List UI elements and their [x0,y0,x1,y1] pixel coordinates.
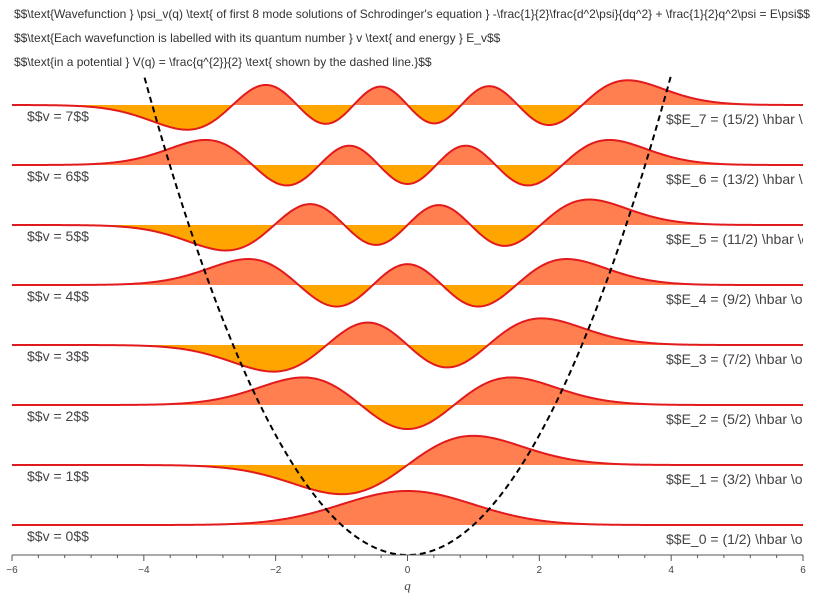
mode-2-wavefunction-line [12,376,803,431]
mode-5-label: $$v = 5$$ [27,228,89,244]
title-line-2: $$\text{Each wavefunction is labelled wi… [14,31,501,45]
mode-6-negative-area [12,165,803,186]
mode-4-label: $$v = 4$$ [27,288,89,304]
mode-1-positive-area [12,435,803,465]
mode-3-negative-area [12,345,803,372]
mode-6-label: $$v = 6$$ [27,168,89,184]
mode-2-energy-label: $$E_2 = (5/2) \hbar \omega$$ [666,411,833,427]
x-axis-label: q [404,578,411,593]
x-tick-label: −6 [6,565,18,576]
mode-6-wavefunction-line [12,138,803,187]
potential-curve [142,75,673,555]
x-tick-label: 0 [405,565,411,576]
title-line-3: $$\text{in a potential } V(q) = \frac{q^… [14,55,432,69]
mode-4-wavefunction-line [12,258,803,308]
mode-6-energy-label: $$E_6 = (13/2) \hbar \omega$$ [666,171,833,187]
x-axis: −6 −4 −2 0 2 4 6 q [6,554,806,593]
mode-7-wavefunction-line [12,79,803,131]
mode-1-energy-label: $$E_1 = (3/2) \hbar \omega$$ [666,471,833,487]
mode-4-energy-label: $$E_4 = (9/2) \hbar \omega$$ [666,291,833,307]
mode-3-energy-label: $$E_3 = (7/2) \hbar \omega$$ [666,351,833,367]
mode-0-energy-label: $$E_0 = (1/2) \hbar \omega$$ [666,531,833,547]
mode-4-positive-area [12,259,803,285]
title-block: $$\text{Wavefunction } \psi_v(q) \text{ … [14,6,829,78]
x-tick-label: 6 [800,565,806,576]
energy-labels: $$E_0 = (1/2) \hbar \omega$$ $$E_1 = (3/2… [666,111,833,547]
mode-7-energy-label: $$E_7 = (15/2) \hbar \omega$$ [666,111,833,127]
mode-0-wavefunction-line [12,489,803,526]
mode-0-label: $$v = 0$$ [27,528,89,544]
x-tick-label: −2 [270,565,282,576]
potential-curve-group [142,75,673,555]
quantum-number-labels: $$v = 0$$ $$v = 1$$ $$v = 2$$ $$v = 3$$ $$v … [27,108,89,544]
mode-7-negative-area [12,105,803,130]
mode-3-label: $$v = 3$$ [27,348,89,364]
wavefunction-areas [12,79,803,526]
mode-1-label: $$v = 1$$ [27,468,89,484]
mode-2-negative-area [12,405,803,430]
mode-7-positive-area [12,80,803,105]
mode-5-energy-label: $$E_5 = (11/2) \hbar \omega$$ [666,231,833,247]
mode-5-wavefunction-line [12,198,803,252]
mode-3-wavefunction-line [12,317,803,373]
mode-1-wavefunction-line [12,434,803,496]
mode-5-positive-area [12,199,803,225]
mode-7-label: $$v = 7$$ [27,108,89,124]
mode-6-positive-area [12,139,803,165]
title-line-1: $$\text{Wavefunction } \psi_v(q) \text{ … [14,7,810,21]
mode-2-label: $$v = 2$$ [27,408,89,424]
x-tick-label: 4 [668,565,674,576]
mode-5-negative-area [12,225,803,251]
x-tick-label: −4 [138,565,150,576]
mode-0-positive-area [12,491,803,525]
mode-2-positive-area [12,377,803,405]
x-tick-label: 2 [537,565,543,576]
mode-3-positive-area [12,318,803,345]
